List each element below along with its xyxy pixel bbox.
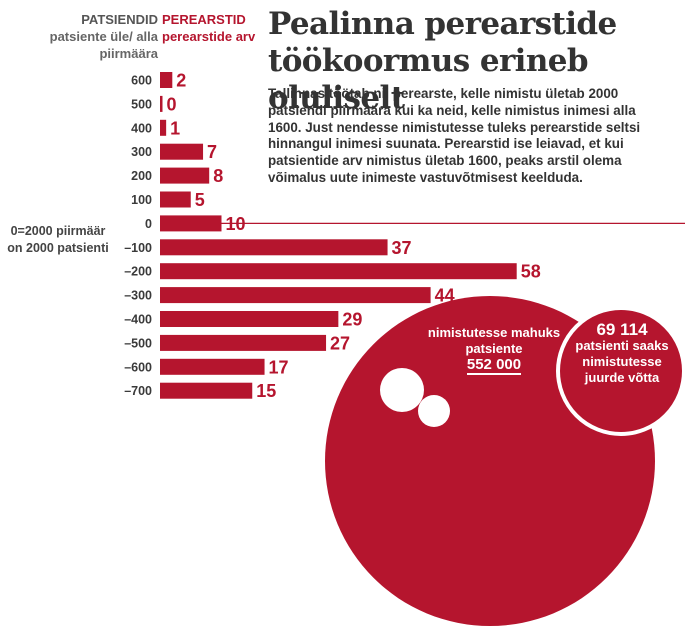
category-label: –700 xyxy=(124,384,152,398)
bar xyxy=(160,119,167,136)
circle-hole-2 xyxy=(418,395,450,427)
bar-value-label: 7 xyxy=(207,142,217,162)
page-title: Pealinna perearstide töökoormus erineb o… xyxy=(268,6,617,116)
category-label: –400 xyxy=(124,313,152,327)
bar xyxy=(160,143,204,160)
capacity-label: nimistutesse mahuks patsiente xyxy=(427,325,561,356)
bar xyxy=(160,334,327,351)
bar-value-label: 27 xyxy=(330,333,350,353)
bar-value-label: 15 xyxy=(256,381,276,401)
bar xyxy=(160,382,253,399)
category-label: 0 xyxy=(145,217,152,231)
bar xyxy=(160,72,173,88)
bar-value-label: 2 xyxy=(176,71,186,91)
extra-patients-callout: 69 114 patsienti saaks nimistutesse juur… xyxy=(562,320,682,386)
bar xyxy=(160,358,265,375)
doctors-column-header: PEREARSTID perearstide arv xyxy=(162,11,262,45)
bar-value-label: 17 xyxy=(269,357,289,377)
category-label: 500 xyxy=(131,97,152,111)
bar xyxy=(160,95,163,112)
capacity-value: 552 000 xyxy=(466,356,522,375)
bar xyxy=(160,191,191,208)
bar xyxy=(160,215,222,232)
doctors-header-title: PEREARSTID xyxy=(162,12,246,27)
bar xyxy=(160,167,210,184)
bar-value-label: 58 xyxy=(521,262,541,282)
bar-value-label: 1 xyxy=(170,118,180,138)
doctors-header-subtitle: perearstide arv xyxy=(162,29,256,44)
category-label: –100 xyxy=(124,241,152,255)
category-label: –200 xyxy=(124,265,152,279)
bar xyxy=(160,263,517,280)
capacity-callout: nimistutesse mahuks patsiente 552 000 xyxy=(424,325,564,375)
bar-value-label: 5 xyxy=(195,190,205,210)
category-label: 100 xyxy=(131,193,152,207)
bar-value-label: 29 xyxy=(342,310,362,330)
category-label: –300 xyxy=(124,289,152,303)
patients-header-title: PATSIENDID xyxy=(81,12,158,27)
zero-note: 0=2000 piirmäär on 2000 patsienti xyxy=(7,224,109,255)
patients-column-header: PATSIENDID patsiente üle/ alla piirmäära xyxy=(40,11,158,62)
bar-value-label: 10 xyxy=(226,214,246,234)
category-label: 600 xyxy=(131,74,152,88)
bar xyxy=(160,287,431,304)
circle-hole-1 xyxy=(380,368,424,412)
category-label: 300 xyxy=(131,145,152,159)
bar-value-label: 8 xyxy=(213,166,223,186)
bar-chart: 600 2 500 0 400 1 300 7 200 8 100 5 0 10 –100 37 –200 58 –… xyxy=(124,71,685,401)
patients-header-subtitle: patsiente üle/ alla piirmäära xyxy=(49,29,158,61)
extra-patients-value: 69 114 xyxy=(596,320,648,339)
bar-value-label: 37 xyxy=(392,238,412,258)
category-label: 400 xyxy=(131,121,152,135)
category-label: –500 xyxy=(124,336,152,350)
bar-value-label: 0 xyxy=(167,94,177,114)
category-label: 200 xyxy=(131,169,152,183)
article-body: Tallinnas töötab nii perearste, kelle ni… xyxy=(268,86,641,185)
extra-patients-label: patsienti saaks nimistutesse juurde võtt… xyxy=(575,338,669,385)
bar xyxy=(160,311,339,327)
category-label: –600 xyxy=(124,360,152,374)
bar xyxy=(160,239,388,256)
